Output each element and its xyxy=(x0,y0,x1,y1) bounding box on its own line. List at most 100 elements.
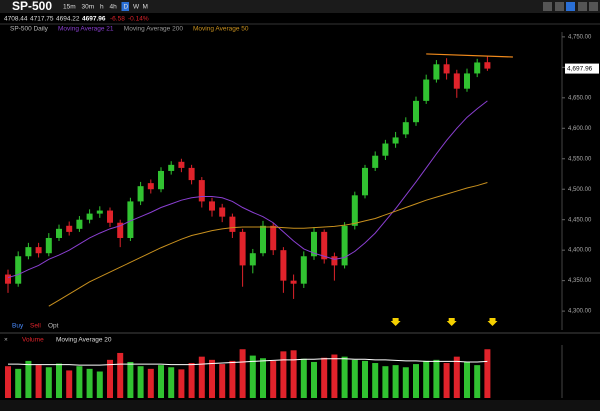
volume-bar xyxy=(464,361,470,398)
y-tick-label: 4,450.00 xyxy=(568,217,592,223)
candle-body xyxy=(56,228,62,238)
volume-bar xyxy=(219,364,226,398)
candle-body xyxy=(300,256,307,284)
volume-bar xyxy=(56,363,62,398)
candle-body xyxy=(219,207,226,217)
candle-body xyxy=(107,210,113,223)
candle-body xyxy=(423,79,430,101)
status-bar xyxy=(0,400,600,411)
volume-bar xyxy=(96,371,103,398)
volume-bar xyxy=(107,359,113,398)
volume-bar xyxy=(484,349,491,398)
y-tick-label: 4,550.00 xyxy=(568,156,592,162)
timeframe-button[interactable]: 15m xyxy=(63,4,76,11)
volume-average-line xyxy=(8,358,488,366)
candle-body xyxy=(66,225,73,232)
candle-body xyxy=(127,201,134,238)
candle-body xyxy=(25,247,32,257)
volume-bar xyxy=(321,357,328,398)
candle-body xyxy=(362,167,368,196)
timeframe-button[interactable]: 4h xyxy=(110,4,118,11)
volume-bar xyxy=(35,365,42,398)
volume-bar xyxy=(433,359,440,398)
candle-body xyxy=(198,180,205,202)
volume-title: Volume xyxy=(22,337,44,344)
volume-bar xyxy=(137,366,144,398)
candle-body xyxy=(413,100,419,123)
candle-body xyxy=(270,225,277,251)
candle-body xyxy=(209,201,215,211)
legend-entry: Moving Average 50 xyxy=(193,26,249,33)
candle-body xyxy=(392,137,399,144)
change-value: -6.58 xyxy=(110,16,125,23)
toolbar xyxy=(0,0,600,13)
timeframe-selected xyxy=(121,2,129,11)
candle-body xyxy=(290,280,297,284)
trendline xyxy=(426,53,513,58)
volume-bar xyxy=(260,358,266,398)
candle-body xyxy=(474,62,481,74)
y-tick-label: 4,750.00 xyxy=(568,34,592,40)
legend-entry: Moving Average 200 xyxy=(124,26,184,33)
volume-bar xyxy=(239,349,246,398)
timeframe-button[interactable]: h xyxy=(100,4,104,11)
candle-body xyxy=(484,62,491,69)
order-button[interactable]: Opt xyxy=(48,323,59,330)
volume-bar xyxy=(331,354,338,398)
volume-bar xyxy=(127,361,134,398)
order-button[interactable]: Buy xyxy=(12,323,24,330)
close-value: 4697.96 xyxy=(82,16,106,23)
y-tick-label: 4,300.00 xyxy=(568,309,592,315)
volume-bar xyxy=(423,360,430,398)
signal-arrow xyxy=(446,318,457,326)
volume-bar xyxy=(453,356,460,398)
y-tick-label: 4,500.00 xyxy=(568,187,592,193)
timeframe-button[interactable]: D xyxy=(124,4,129,11)
volume-bar xyxy=(474,365,481,398)
volume-bar xyxy=(392,365,399,398)
candle-body xyxy=(168,164,175,171)
candle-body xyxy=(402,122,409,135)
volume-bar xyxy=(249,355,256,398)
candle-body xyxy=(433,64,440,80)
volume-bar xyxy=(351,359,358,398)
y-tick-label: 4,350.00 xyxy=(568,278,592,284)
candle-body xyxy=(76,219,83,229)
moving-average-line xyxy=(48,182,488,307)
volume-bar xyxy=(117,352,124,398)
timeframe-button[interactable]: W xyxy=(133,4,140,11)
volume-bar xyxy=(413,364,419,398)
timeframe-button[interactable]: M xyxy=(143,4,148,11)
candle-body xyxy=(321,231,328,260)
panel-close[interactable]: × xyxy=(4,337,8,344)
moving-average-line xyxy=(7,100,488,279)
candle-body xyxy=(5,274,11,284)
candle-body xyxy=(464,73,470,89)
low-value: 4694.22 xyxy=(56,16,80,23)
candle-body xyxy=(311,231,317,257)
volume-bar xyxy=(25,360,32,398)
candle-body xyxy=(35,247,42,254)
volume-bar xyxy=(66,370,73,398)
volume-bar xyxy=(209,359,215,398)
volume-bar xyxy=(229,360,236,398)
timeframe-button[interactable]: 30m xyxy=(82,4,95,11)
volume-bar xyxy=(300,358,307,398)
candle-body xyxy=(280,250,287,281)
y-tick-label: 4,400.00 xyxy=(568,248,592,254)
last-price-label: 4,697.96 xyxy=(567,65,593,72)
signal-arrow xyxy=(487,318,498,326)
volume-bar xyxy=(158,365,164,398)
order-button[interactable]: Sell xyxy=(30,323,41,330)
volume-bar xyxy=(147,368,154,398)
symbol: SP-500 xyxy=(12,0,52,13)
candle-body xyxy=(453,73,460,89)
volume-bar xyxy=(372,363,379,398)
volume-bar xyxy=(280,351,287,398)
volume-bar xyxy=(188,363,195,398)
candle-body xyxy=(372,155,379,168)
candle-body xyxy=(188,167,195,181)
volume-bar xyxy=(5,366,11,398)
volume-bar xyxy=(362,360,368,398)
